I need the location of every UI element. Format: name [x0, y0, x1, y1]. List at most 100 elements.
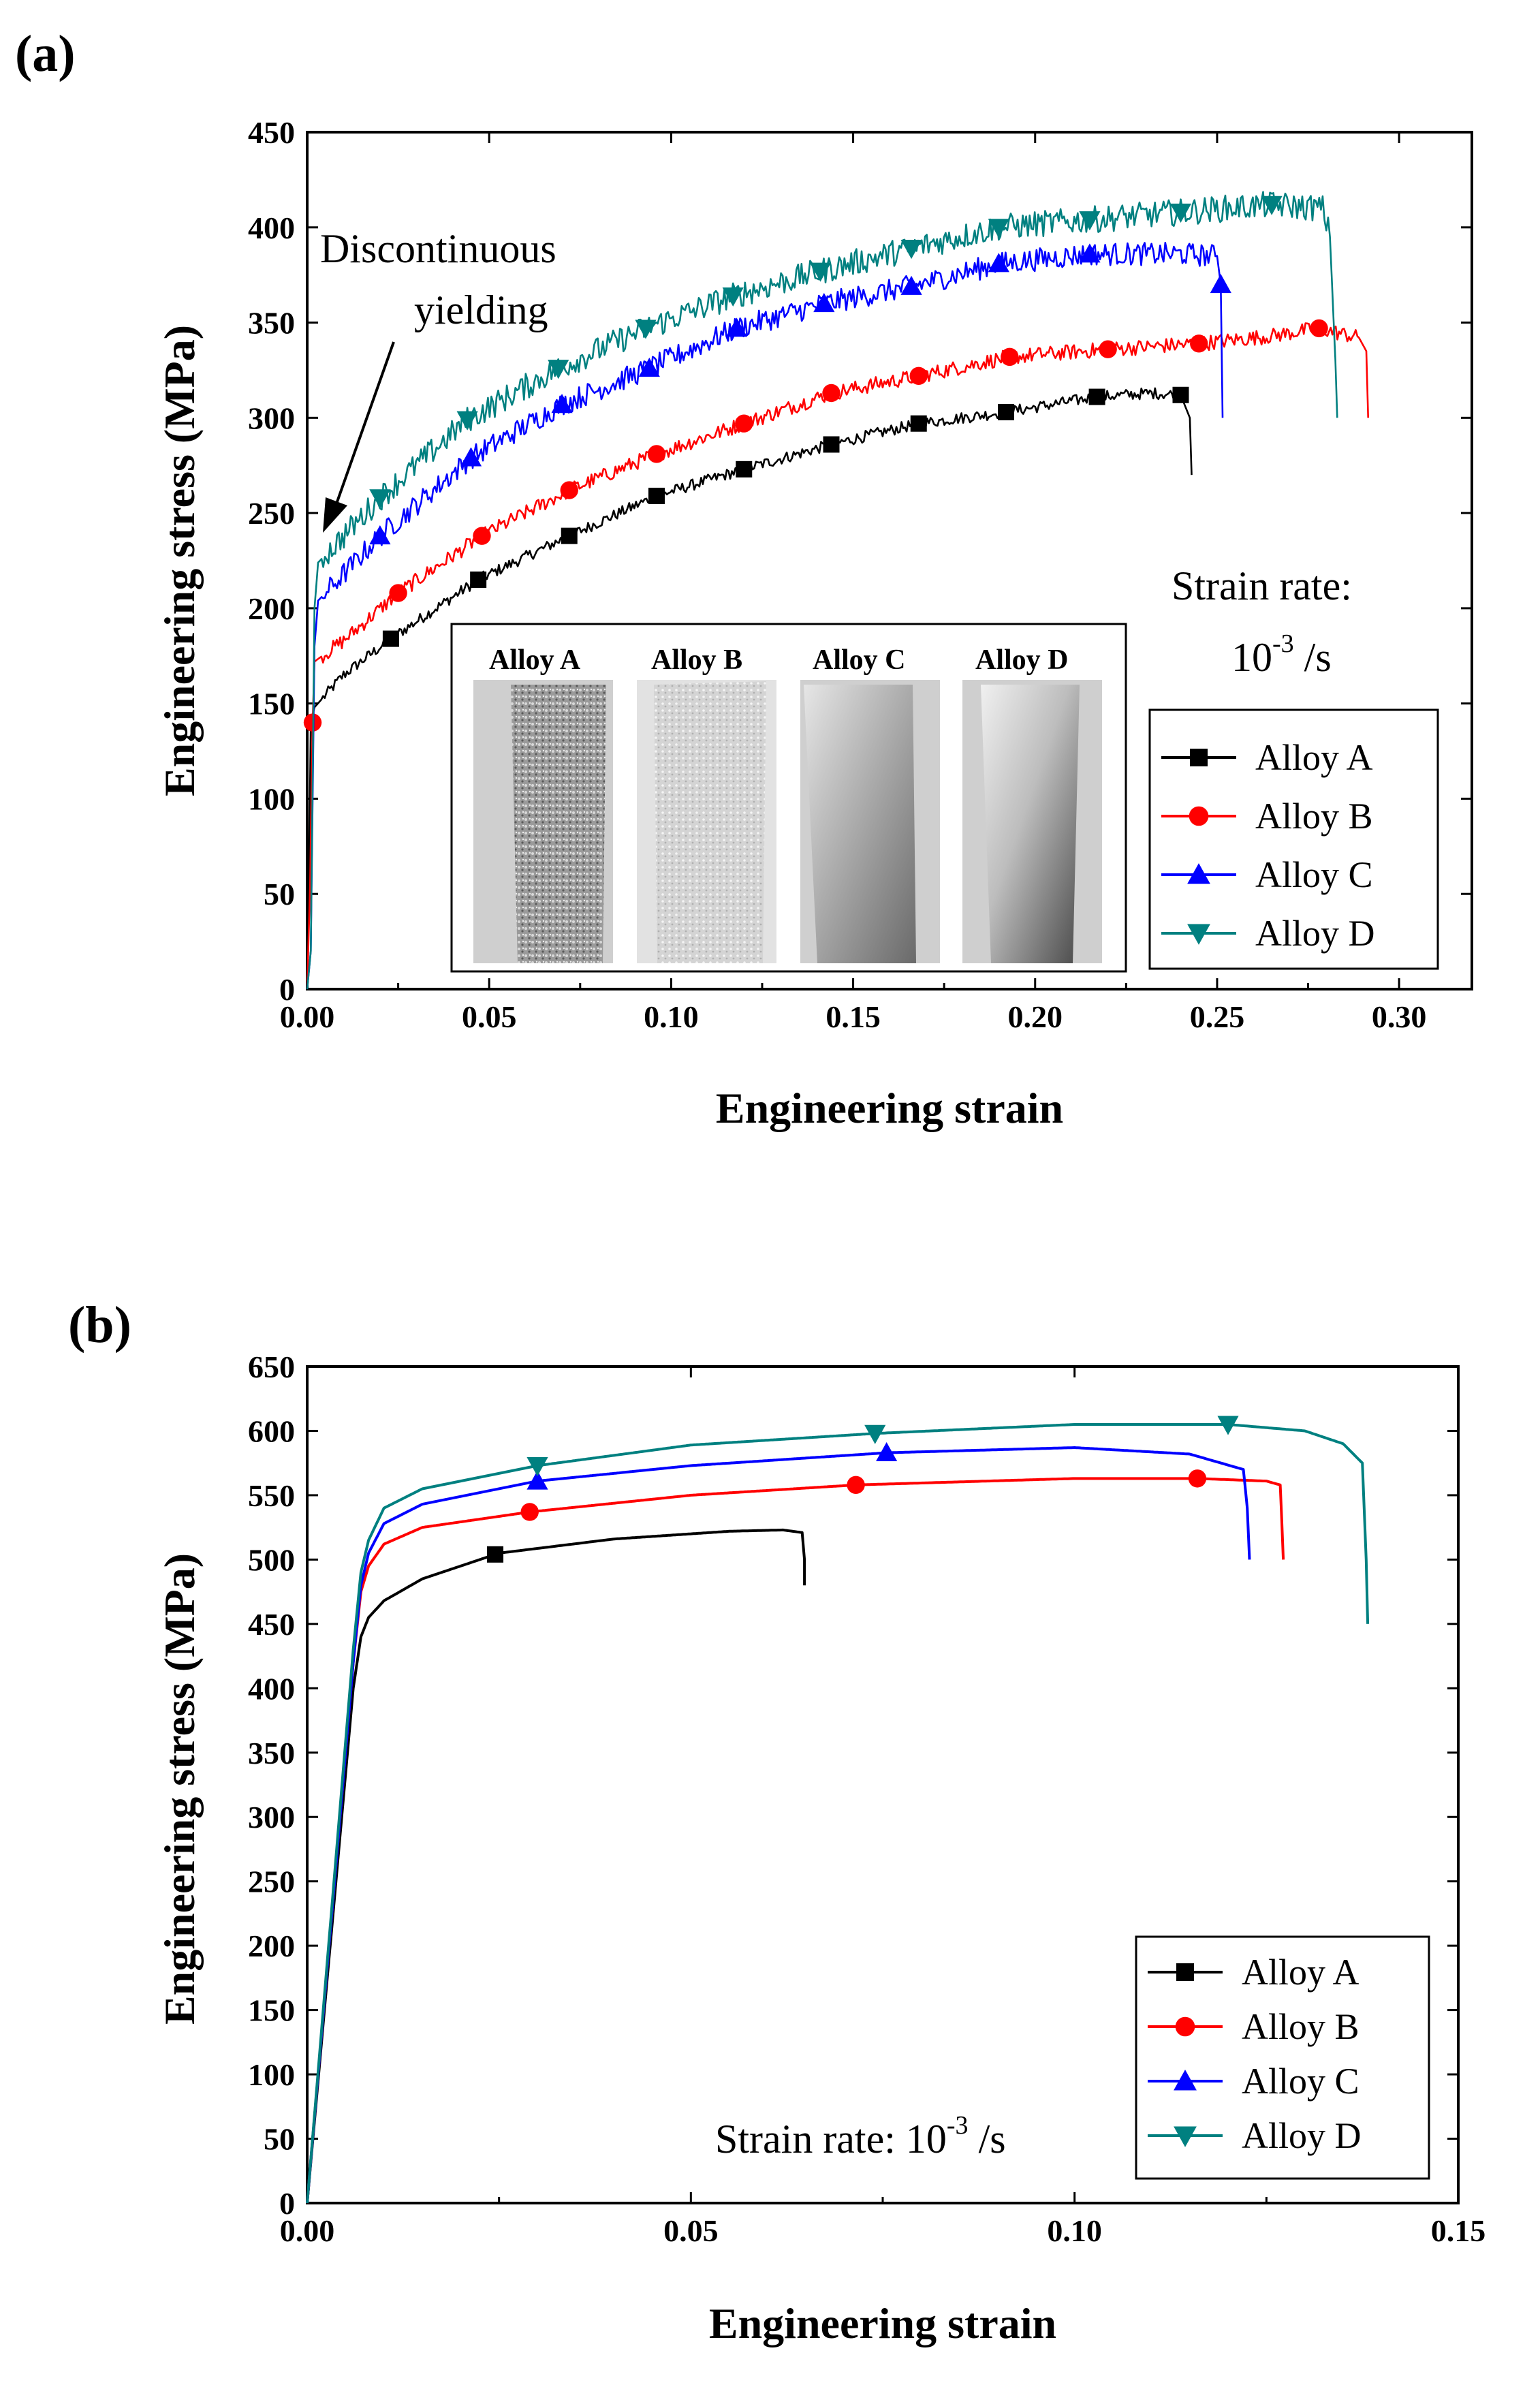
y-tick-label: 150 [248, 687, 295, 721]
data-point-alloy-b [822, 384, 840, 403]
annotation-arrow-head [323, 497, 347, 533]
data-point-alloy-a [823, 436, 840, 453]
legend-marker-alloy-a [1176, 1963, 1194, 1981]
legend-label-alloy-a: Alloy A [1255, 737, 1373, 778]
y-tick-label: 200 [248, 591, 295, 626]
data-point-alloy-c [900, 275, 922, 295]
y-axis-title-b: Engineering stress (MPa) [155, 1553, 204, 2025]
y-axis-title-a: Engineering stress (MPa) [155, 325, 204, 796]
legend-label-alloy-b: Alloy B [1255, 796, 1373, 837]
inset-label-c: Alloy C [813, 644, 906, 676]
data-point-alloy-c [813, 293, 835, 313]
y-tick-label: 300 [248, 401, 295, 435]
data-point-alloy-a [1172, 386, 1189, 403]
inset-label-a: Alloy A [489, 644, 581, 676]
strain-rate-base-b: 10 [906, 2117, 947, 2162]
y-tick-label: 500 [248, 1542, 295, 1577]
data-point-alloy-c [527, 1470, 548, 1490]
data-point-alloy-a [470, 571, 487, 588]
legend-marker-alloy-a [1190, 749, 1208, 766]
strain-rate-exp-b: -3 [947, 2111, 969, 2140]
legend-label-alloy-c: Alloy C [1242, 2061, 1360, 2102]
y-tick-label: 650 [248, 1349, 295, 1384]
data-point-alloy-d [722, 287, 744, 307]
data-point-alloy-b [909, 366, 928, 386]
x-tick-label: 0.30 [1372, 999, 1427, 1034]
data-point-alloy-a [1088, 388, 1105, 405]
data-point-alloy-d [1079, 211, 1101, 231]
data-point-alloy-c [725, 317, 748, 337]
y-tick-label: 300 [248, 1800, 295, 1835]
data-point-alloy-b [1190, 334, 1208, 353]
strain-rate-text-b: Strain rate: [715, 2117, 906, 2162]
legend-marker-alloy-c [1174, 2070, 1197, 2091]
legend-marker-alloy-b [1175, 2016, 1195, 2037]
data-point-alloy-d [369, 489, 391, 509]
y-tick-label: 600 [248, 1414, 295, 1448]
x-tick-label: 0.10 [1047, 2213, 1102, 2248]
data-point-alloy-b [1001, 347, 1019, 366]
y-tick-label: 150 [248, 1993, 295, 2028]
data-point-alloy-b [647, 445, 666, 463]
y-tick-label: 250 [248, 496, 295, 531]
series-line-alloy-c [306, 241, 1224, 990]
y-tick-label: 50 [264, 2122, 295, 2157]
y-tick-label: 350 [248, 1736, 295, 1770]
panel-label-b: (b) [68, 1296, 131, 1354]
data-point-alloy-d [864, 1424, 886, 1444]
y-tick-label: 0 [279, 972, 295, 1007]
data-point-alloy-d [988, 219, 1009, 238]
x-tick-label: 0.25 [1190, 999, 1245, 1034]
series-line-alloy-d [306, 1423, 1370, 2204]
legend-marker-alloy-d [1174, 2126, 1197, 2147]
data-point-alloy-b [520, 1503, 539, 1521]
y-tick-label: 50 [264, 877, 295, 911]
inset-label-d: Alloy D [975, 644, 1069, 676]
specimen-photo-c [804, 685, 916, 963]
x-tick-label: 0.05 [462, 999, 517, 1034]
data-point-alloy-b [847, 1476, 865, 1495]
x-tick-label: 0.05 [663, 2213, 719, 2248]
strain-rate-unit-b: /s [969, 2117, 1006, 2162]
legend-marker-alloy-c [1187, 863, 1210, 884]
data-point-alloy-b [473, 527, 491, 545]
y-tick-label: 200 [248, 1929, 295, 1963]
plot-area-a: 0.00 0.05 0.10 0.15 0.20 0.25 0.30 0 50 100 150 200… [248, 115, 1472, 1034]
data-point-alloy-b [735, 414, 753, 433]
strain-rate-exp-a: -3 [1272, 629, 1294, 658]
y-tick-label: 450 [248, 1607, 295, 1642]
y-tick-label: 100 [248, 2057, 295, 2092]
annotation-discontinuous: Discontinuous [320, 226, 556, 271]
data-point-alloy-d [1217, 1416, 1239, 1435]
specimen-photo-d [981, 685, 1080, 963]
data-point-alloy-c [988, 253, 1009, 272]
data-point-alloy-d [809, 262, 832, 282]
data-point-alloy-b [1310, 319, 1328, 338]
series-line-alloy-b [306, 1477, 1285, 2204]
legend-label-alloy-d: Alloy D [1255, 913, 1375, 954]
y-tick-label: 100 [248, 781, 295, 816]
y-tick-label: 400 [248, 210, 295, 245]
legend-a: Alloy A Alloy B Alloy C Alloy D [1148, 708, 1439, 970]
x-axis-title-a: Engineering strain [716, 1084, 1063, 1132]
specimen-inset: Alloy A Alloy B Alloy C Alloy D [450, 623, 1127, 973]
data-point-alloy-c [551, 394, 573, 414]
y-tick-label: 450 [248, 115, 295, 150]
legend-label-alloy-b: Alloy B [1242, 2006, 1360, 2047]
strain-rate-base-a: 10 [1231, 635, 1272, 680]
strain-rate-value-a: 10-3 /s [1231, 629, 1332, 680]
y-tick-label: 400 [248, 1671, 295, 1706]
legend-label-alloy-c: Alloy C [1255, 854, 1373, 895]
strain-rate-unit-a: /s [1294, 635, 1332, 680]
inset-label-b: Alloy B [651, 644, 742, 676]
x-tick-label: 0.10 [644, 999, 699, 1034]
specimen-photo-a [511, 685, 606, 963]
data-point-alloy-c [638, 358, 660, 377]
data-point-alloy-d [1169, 203, 1192, 223]
data-point-alloy-b [1099, 340, 1117, 358]
series-line-alloy-a [306, 1528, 806, 2204]
series-line-alloy-c [306, 1446, 1251, 2204]
y-tick-label: 350 [248, 306, 295, 341]
plot-frame-a [306, 131, 1473, 990]
data-point-alloy-d [635, 319, 657, 339]
